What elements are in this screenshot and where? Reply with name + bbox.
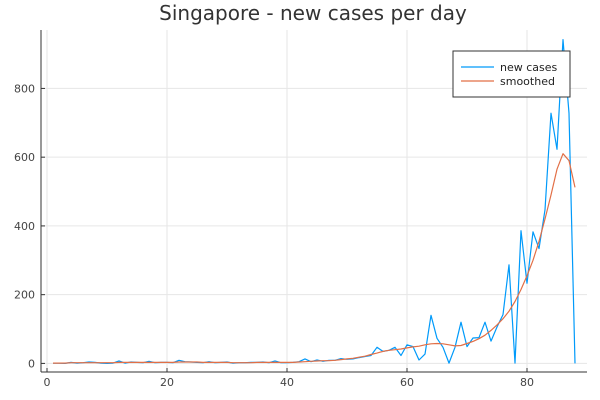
axes	[40, 30, 587, 373]
x-tick-label: 80	[520, 376, 534, 389]
legend: new cases smoothed	[452, 50, 571, 98]
legend-label-smoothed: smoothed	[500, 75, 555, 88]
series	[53, 38, 576, 364]
series-line-smoothed	[53, 153, 576, 364]
chart-title: Singapore - new cases per day	[159, 1, 467, 25]
x-tick-label: 20	[160, 376, 174, 389]
y-tick-label: 0	[28, 357, 35, 370]
y-tick-label: 200	[14, 289, 35, 302]
legend-box	[452, 50, 571, 98]
x-tick-label: 60	[400, 376, 414, 389]
y-tick-label: 800	[14, 82, 35, 95]
legend-label-new-cases: new cases	[500, 61, 558, 74]
y-tick-label: 600	[14, 151, 35, 164]
x-tick-label: 0	[44, 376, 51, 389]
x-tick-label: 40	[280, 376, 294, 389]
y-tick-label: 400	[14, 220, 35, 233]
